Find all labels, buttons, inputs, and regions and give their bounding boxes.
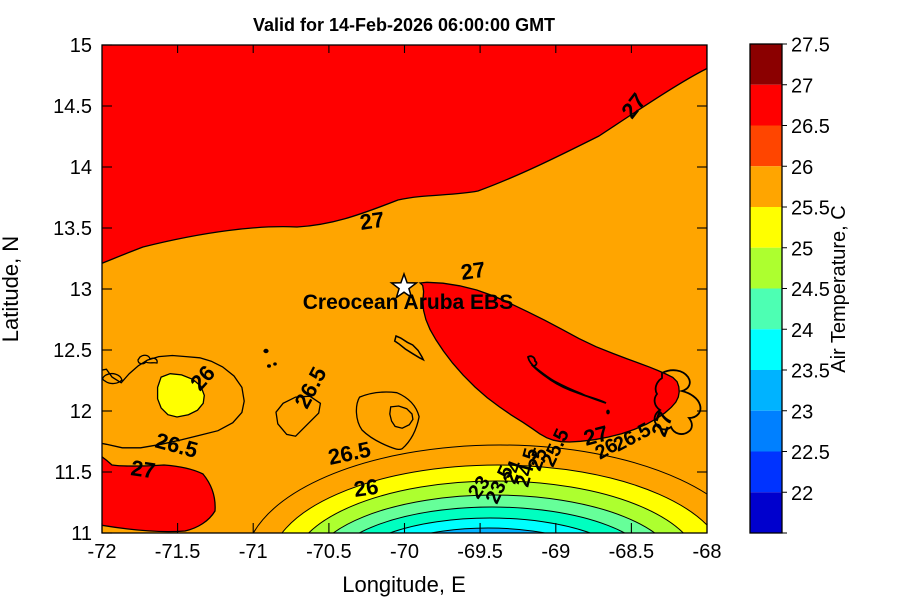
svg-text:11.5: 11.5 <box>55 462 92 484</box>
svg-text:Latitude, N: Latitude, N <box>0 236 23 342</box>
svg-text:27: 27 <box>791 75 813 97</box>
svg-text:-68: -68 <box>693 541 722 563</box>
svg-text:24: 24 <box>791 320 813 342</box>
svg-text:-69.5: -69.5 <box>457 541 503 563</box>
svg-text:Longitude, E: Longitude, E <box>342 572 466 597</box>
svg-text:-70: -70 <box>390 541 419 563</box>
svg-text:-69: -69 <box>541 541 570 563</box>
svg-text:22: 22 <box>791 483 813 505</box>
svg-text:13: 13 <box>70 279 92 301</box>
svg-text:15: 15 <box>70 35 92 57</box>
svg-text:25.5: 25.5 <box>791 198 830 220</box>
svg-text:Air Temperature, C: Air Temperature, C <box>828 205 850 372</box>
svg-text:13.5: 13.5 <box>53 218 92 240</box>
svg-text:24.5: 24.5 <box>791 279 830 301</box>
svg-text:12: 12 <box>70 401 92 423</box>
svg-text:Creocean Aruba EBS: Creocean Aruba EBS <box>303 291 513 314</box>
svg-text:27: 27 <box>358 207 386 235</box>
svg-text:-68.5: -68.5 <box>609 541 655 563</box>
svg-text:Valid for 14-Feb-2026 06:00:00: Valid for 14-Feb-2026 06:00:00 GMT <box>253 15 555 35</box>
svg-text:14.5: 14.5 <box>53 96 92 118</box>
svg-text:-72: -72 <box>88 541 117 563</box>
svg-text:25: 25 <box>791 238 813 260</box>
svg-text:27: 27 <box>129 455 157 483</box>
svg-text:14: 14 <box>70 157 92 179</box>
svg-text:27: 27 <box>459 257 487 285</box>
svg-text:23: 23 <box>791 401 813 423</box>
svg-text:-71.5: -71.5 <box>155 541 201 563</box>
svg-text:26: 26 <box>791 157 813 179</box>
svg-text:22.5: 22.5 <box>791 442 830 464</box>
svg-text:-71: -71 <box>239 541 268 563</box>
svg-text:27.5: 27.5 <box>791 35 830 57</box>
svg-text:-70.5: -70.5 <box>306 541 352 563</box>
svg-text:12.5: 12.5 <box>53 340 92 362</box>
svg-text:23.5: 23.5 <box>791 361 830 383</box>
svg-text:26.5: 26.5 <box>791 116 830 138</box>
svg-text:26: 26 <box>352 474 380 502</box>
